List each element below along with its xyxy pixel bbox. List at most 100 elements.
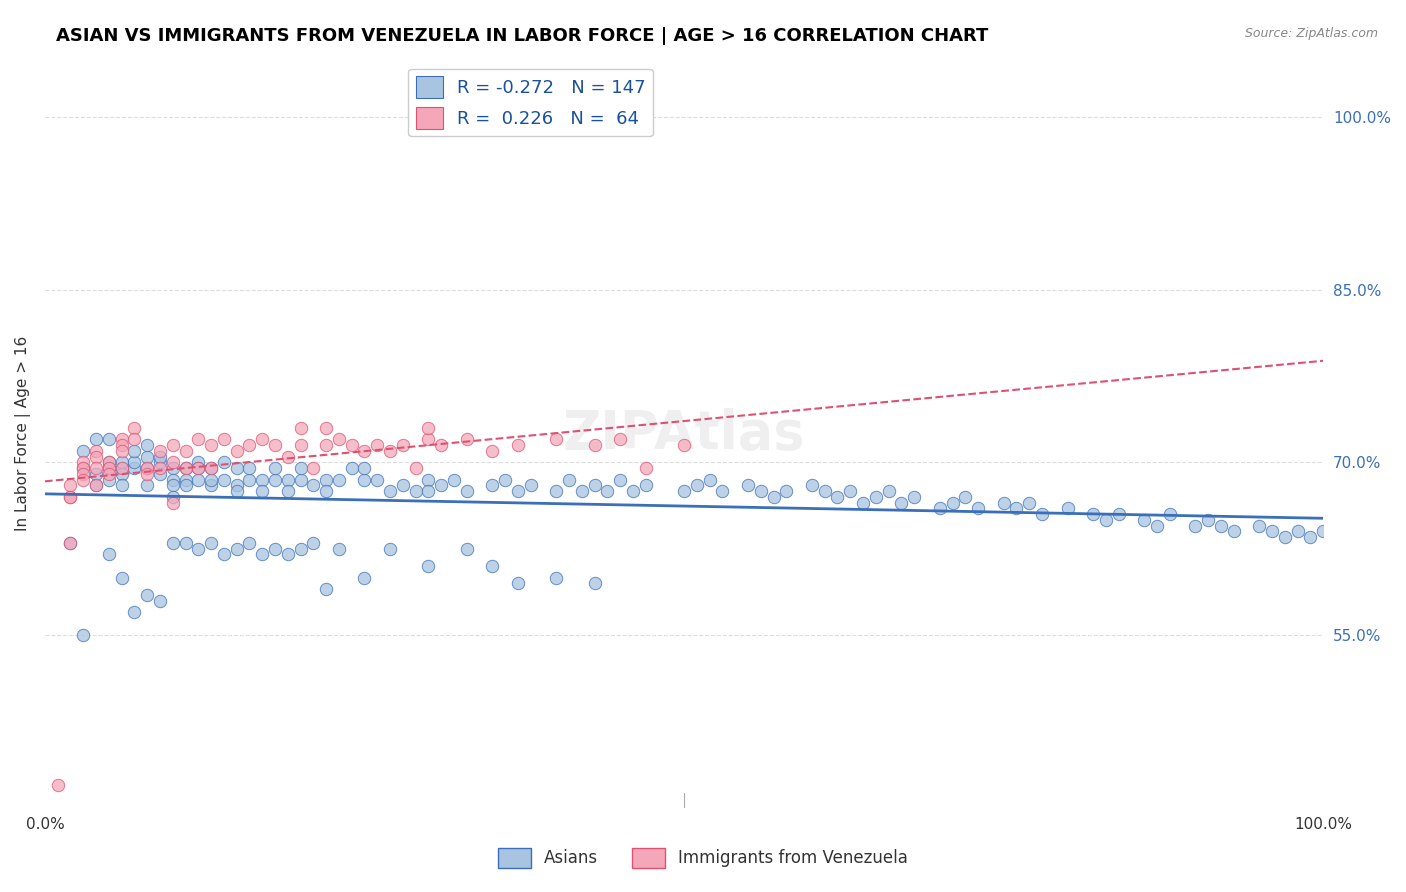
Point <box>72 473 94 487</box>
Point <box>1261 524 1284 539</box>
Point <box>225 461 247 475</box>
Point <box>124 605 146 619</box>
Point <box>378 484 401 499</box>
Point <box>392 438 415 452</box>
Point <box>97 473 120 487</box>
Point <box>187 473 209 487</box>
Point <box>1133 513 1156 527</box>
Point <box>353 473 375 487</box>
Point <box>225 541 247 556</box>
Point <box>1274 530 1296 544</box>
Point <box>200 438 222 452</box>
Point <box>59 490 82 504</box>
Point <box>110 570 132 584</box>
Y-axis label: In Labor Force | Age > 16: In Labor Force | Age > 16 <box>15 336 31 532</box>
Point <box>187 461 209 475</box>
Point <box>72 461 94 475</box>
Point <box>174 536 197 550</box>
Point <box>264 438 287 452</box>
Point <box>1184 518 1206 533</box>
Point <box>1031 507 1053 521</box>
Point <box>200 461 222 475</box>
Point <box>506 484 529 499</box>
Point <box>609 473 631 487</box>
Point <box>481 559 503 574</box>
Point <box>162 490 184 504</box>
Point <box>418 433 440 447</box>
Point <box>84 433 107 447</box>
Point <box>149 593 172 607</box>
Point <box>136 461 159 475</box>
Point <box>124 461 146 475</box>
Point <box>302 536 325 550</box>
Point <box>392 478 415 492</box>
Point <box>1299 530 1322 544</box>
Point <box>546 570 568 584</box>
Point <box>877 484 900 499</box>
Point <box>72 443 94 458</box>
Point <box>136 438 159 452</box>
Point <box>110 467 132 481</box>
Point <box>775 484 797 499</box>
Point <box>136 588 159 602</box>
Point <box>238 473 260 487</box>
Point <box>903 490 925 504</box>
Point <box>162 461 184 475</box>
Point <box>162 455 184 469</box>
Point <box>494 473 516 487</box>
Point <box>200 536 222 550</box>
Point <box>136 450 159 464</box>
Point <box>481 478 503 492</box>
Point <box>1146 518 1168 533</box>
Point <box>290 473 312 487</box>
Point <box>290 461 312 475</box>
Point <box>519 478 541 492</box>
Point <box>212 455 235 469</box>
Point <box>187 455 209 469</box>
Point <box>941 496 963 510</box>
Point <box>97 455 120 469</box>
Point <box>149 461 172 475</box>
Point <box>162 438 184 452</box>
Point <box>277 450 299 464</box>
Point <box>340 438 363 452</box>
Point <box>634 461 657 475</box>
Point <box>814 484 837 499</box>
Point <box>238 461 260 475</box>
Point <box>1286 524 1309 539</box>
Point <box>110 455 132 469</box>
Point <box>852 496 875 510</box>
Point <box>97 461 120 475</box>
Point <box>59 478 82 492</box>
Point <box>315 473 337 487</box>
Point <box>558 473 581 487</box>
Point <box>418 559 440 574</box>
Point <box>967 501 990 516</box>
Point <box>418 473 440 487</box>
Point <box>174 461 197 475</box>
Point <box>405 484 427 499</box>
Point <box>418 484 440 499</box>
Point <box>174 478 197 492</box>
Point <box>187 433 209 447</box>
Point <box>290 421 312 435</box>
Point <box>506 576 529 591</box>
Point <box>187 541 209 556</box>
Point <box>84 478 107 492</box>
Point <box>212 473 235 487</box>
Point <box>634 478 657 492</box>
Point <box>136 478 159 492</box>
Point <box>72 461 94 475</box>
Point <box>174 473 197 487</box>
Point <box>596 484 619 499</box>
Point <box>97 455 120 469</box>
Point <box>149 455 172 469</box>
Point <box>136 467 159 481</box>
Point <box>97 548 120 562</box>
Point <box>928 501 950 516</box>
Point <box>162 478 184 492</box>
Point <box>621 484 644 499</box>
Point <box>149 467 172 481</box>
Point <box>110 478 132 492</box>
Point <box>1197 513 1219 527</box>
